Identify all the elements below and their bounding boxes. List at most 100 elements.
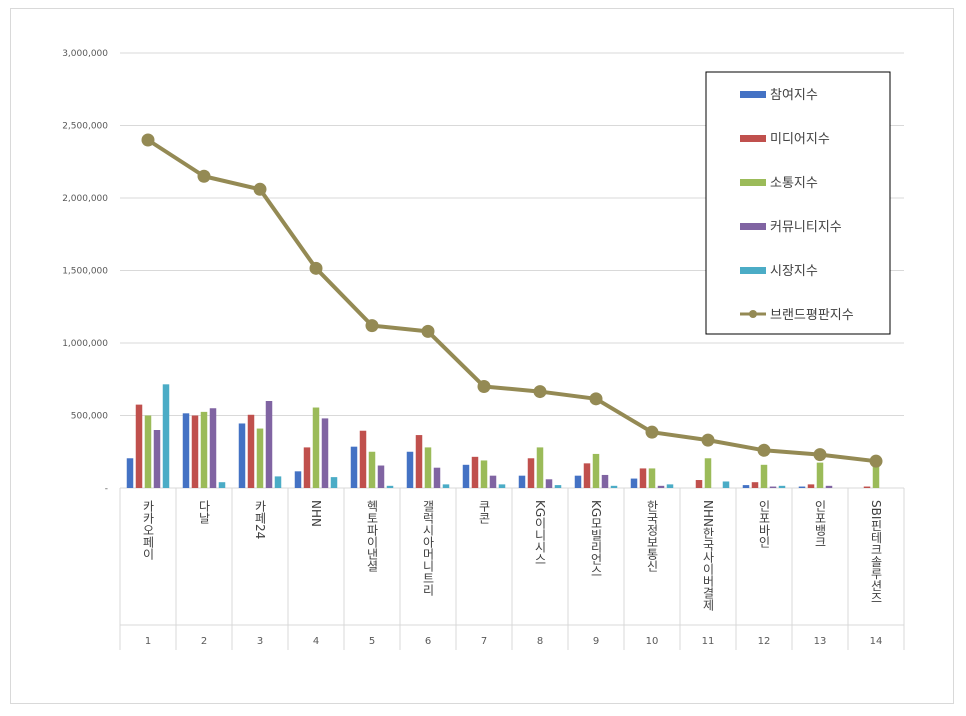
- category-label: 카카오페이: [141, 500, 155, 560]
- line-브랜드평판지수: [146, 138, 877, 464]
- line-point-1: [141, 133, 155, 147]
- bar-시장지수-4: [330, 477, 338, 488]
- y-tick-label: 3,000,000: [62, 49, 108, 59]
- legend-swatch: [740, 267, 766, 274]
- line-point-6: [421, 324, 435, 338]
- bar-참여지수-4: [294, 471, 302, 488]
- category-label: 쿠콘: [477, 500, 491, 524]
- bar-시장지수-5: [386, 485, 394, 488]
- rank-label: 13: [814, 636, 827, 647]
- y-tick-label: 2,500,000: [62, 122, 108, 132]
- category-label: NHN: [309, 500, 323, 527]
- bar-미디어지수-8: [527, 458, 535, 488]
- y-tick-label: -: [105, 484, 108, 494]
- rank-label: 9: [593, 636, 599, 647]
- bar-미디어지수-13: [807, 484, 815, 488]
- legend-swatch-marker: [749, 310, 757, 318]
- rank-label: 11: [702, 636, 715, 647]
- bar-참여지수-7: [462, 464, 470, 488]
- bar-미디어지수-10: [639, 468, 647, 488]
- legend-label: 시장지수: [770, 264, 818, 279]
- y-axis: - 500,000 1,000,000 1,500,000 2,000,000 2,500…: [62, 49, 108, 494]
- category-label: SBI핀테크솔루션즈: [869, 500, 883, 603]
- bar-미디어지수-7: [471, 456, 479, 488]
- rank-label: 3: [257, 636, 263, 647]
- bar-소통지수-9: [592, 453, 600, 488]
- line-point-11: [701, 433, 715, 447]
- bar-시장지수-2: [218, 482, 226, 488]
- bar-시장지수-9: [610, 485, 618, 488]
- line-point-10: [645, 425, 659, 439]
- bar-시장지수-8: [554, 485, 562, 488]
- line-point-14: [869, 454, 883, 468]
- bar-참여지수-9: [574, 475, 582, 488]
- rank-label: 7: [481, 636, 487, 647]
- bar-참여지수-13: [798, 486, 806, 488]
- bar-소통지수-8: [536, 447, 544, 488]
- bar-미디어지수-9: [583, 463, 591, 488]
- bar-미디어지수-12: [751, 482, 759, 488]
- bar-소통지수-7: [480, 460, 488, 488]
- bar-미디어지수-5: [359, 430, 367, 488]
- line-layer: [141, 133, 883, 468]
- bar-커뮤니티지수-3: [265, 401, 273, 488]
- bar-시장지수-6: [442, 484, 450, 488]
- rank-label: 1: [145, 636, 151, 647]
- rank-label: 2: [201, 636, 207, 647]
- bar-미디어지수-14: [863, 486, 871, 488]
- bar-소통지수-14: [872, 464, 880, 488]
- category-label: 인포바인: [757, 500, 771, 548]
- rank-label: 12: [758, 636, 771, 647]
- category-label: KG이니시스: [533, 500, 547, 565]
- line-point-3: [253, 182, 267, 196]
- bar-소통지수-3: [256, 428, 264, 488]
- bar-커뮤니티지수-5: [377, 465, 385, 488]
- line-point-4: [309, 261, 323, 275]
- bar-참여지수-3: [238, 423, 246, 488]
- y-tick-label: 2,000,000: [62, 194, 108, 204]
- bar-시장지수-1: [162, 384, 170, 488]
- category-label: 갤럭시아머니트리: [421, 500, 435, 596]
- y-tick-label: 1,500,000: [62, 267, 108, 277]
- bar-커뮤니티지수-9: [601, 474, 609, 488]
- rank-label: 14: [870, 636, 883, 647]
- bars-layer: [126, 384, 880, 488]
- bar-미디어지수-2: [191, 415, 199, 488]
- bar-시장지수-11: [722, 481, 730, 488]
- bar-참여지수-6: [406, 451, 414, 488]
- legend-label: 소통지수: [770, 176, 818, 191]
- bar-커뮤니티지수-13: [825, 485, 833, 488]
- line-point-7: [477, 380, 491, 393]
- bar-미디어지수-6: [415, 435, 423, 488]
- line-point-13: [813, 448, 827, 462]
- line-point-8: [533, 385, 547, 399]
- legend-box: [705, 71, 891, 335]
- legend-label: 브랜드평판지수: [770, 308, 854, 323]
- category-label: KG모빌리언스: [589, 500, 603, 577]
- category-table: 카카오페이 1 다날 2 카페24 3 NHN 4 헥토파이낸셜 5 갤럭시아머니트리 6 쿠콘 7 KG이…: [119, 487, 905, 650]
- legend-swatch: [740, 223, 766, 230]
- bar-소통지수-5: [368, 451, 376, 488]
- bar-참여지수-10: [630, 478, 638, 488]
- bar-참여지수-8: [518, 475, 526, 488]
- line-point-2: [197, 169, 211, 183]
- bar-시장지수-7: [498, 484, 506, 488]
- category-label: 한국정보통신: [645, 500, 659, 572]
- bar-미디어지수-1: [135, 404, 143, 488]
- bar-소통지수-13: [816, 462, 824, 488]
- rank-label: 8: [537, 636, 543, 647]
- legend-swatch: [740, 179, 766, 186]
- legend-swatch: [740, 91, 766, 98]
- bar-참여지수-12: [742, 485, 750, 488]
- bar-시장지수-10: [666, 484, 674, 488]
- bar-소통지수-10: [648, 468, 656, 488]
- rank-label: 5: [369, 636, 375, 647]
- bar-시장지수-12: [778, 485, 786, 488]
- legend-label: 참여지수: [770, 88, 818, 103]
- category-label: 카페24: [253, 500, 267, 540]
- bar-미디어지수-4: [303, 447, 311, 488]
- legend-label: 커뮤니티지수: [770, 220, 842, 235]
- bar-소통지수-2: [200, 411, 208, 488]
